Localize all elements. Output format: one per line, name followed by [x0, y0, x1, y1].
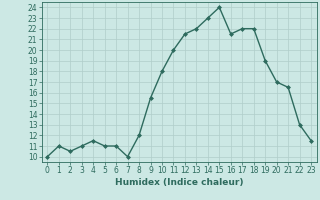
X-axis label: Humidex (Indice chaleur): Humidex (Indice chaleur): [115, 178, 244, 187]
